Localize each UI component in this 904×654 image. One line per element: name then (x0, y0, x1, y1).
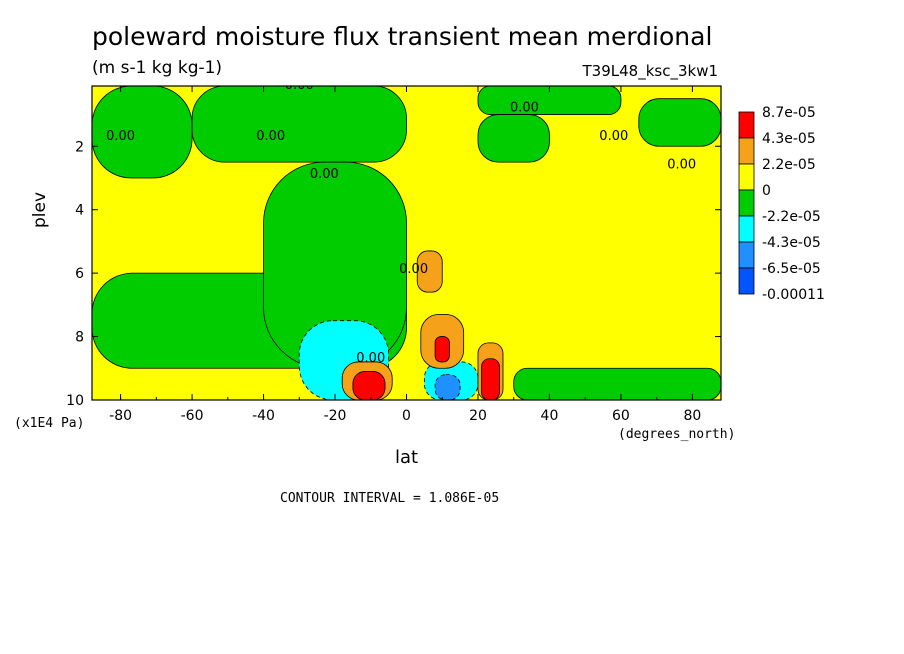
contour-label: 0.00 (310, 167, 339, 182)
y-tick-label: 6 (75, 266, 84, 282)
contour-label: 0.00 (356, 351, 385, 366)
contour-label: 0.00 (510, 100, 539, 115)
legend-label: 0 (762, 183, 771, 199)
legend-label: -2.2e-05 (762, 209, 821, 225)
chart-title: poleward moisture flux transient mean me… (92, 22, 713, 51)
y-tick-label: 2 (75, 139, 84, 155)
contour-region (477, 114, 550, 163)
x-tick-label: -80 (109, 408, 132, 424)
legend-label: -0.00011 (762, 287, 825, 303)
x-axis-label: lat (395, 447, 419, 468)
contour-region (638, 98, 721, 147)
contour-region (416, 250, 443, 293)
legend-label: -6.5e-05 (762, 261, 821, 277)
x-units-label: (degrees_north) (618, 427, 736, 442)
x-tick-label: -40 (252, 408, 275, 424)
legend-swatch (738, 111, 755, 139)
y-scale-label: (x1E4 Pa) (14, 416, 85, 431)
x-tick-label: -20 (324, 408, 347, 424)
contour-region (477, 86, 622, 115)
x-tick-label: 20 (469, 408, 487, 424)
contour-label: 0.00 (106, 129, 135, 144)
x-tick-label: 60 (612, 408, 630, 424)
legend-swatch (738, 163, 755, 191)
chart-units: (m s-1 kg kg-1) (92, 58, 223, 78)
y-tick-label: 10 (66, 393, 84, 409)
contour-field: 0.00 0.00 0.00 0.00 0.00 0.00 0.00 0.00 0.00 0.00 (92, 75, 721, 400)
x-tick-label: 80 (683, 408, 701, 424)
contour-interval: CONTOUR INTERVAL = 1.086E-05 (280, 491, 500, 506)
contour-region (434, 374, 461, 400)
contour-label: 0.00 (599, 129, 628, 144)
legend-swatch (738, 267, 755, 295)
y-tick-label: 8 (75, 330, 84, 346)
legend-swatch (738, 189, 755, 217)
contour-label: 0.00 (256, 129, 285, 144)
legend-label: -4.3e-05 (762, 235, 821, 251)
contour-label: 0.00 (667, 157, 696, 172)
x-tick-label: -60 (181, 408, 204, 424)
contour-region (481, 358, 500, 400)
contour-region (191, 86, 407, 163)
contour-region (352, 371, 386, 400)
legend-label: 2.2e-05 (762, 157, 816, 173)
y-tick-label: 4 (75, 203, 84, 219)
x-tick-label: 0 (402, 408, 411, 424)
legend-label: 4.3e-05 (762, 131, 816, 147)
x-tick-label: 40 (541, 408, 559, 424)
run-label: T39L48_ksc_3kw1 (582, 62, 718, 80)
contour-region (513, 367, 721, 400)
contour-region (434, 336, 450, 363)
legend-label: 8.7e-05 (762, 105, 816, 121)
contour-label: 0.00 (285, 78, 314, 93)
contour-label: 0.00 (499, 75, 528, 90)
legend-swatch (738, 241, 755, 269)
contour-label: 0.00 (399, 262, 428, 277)
legend-swatch (738, 137, 755, 165)
legend-swatch (738, 215, 755, 243)
